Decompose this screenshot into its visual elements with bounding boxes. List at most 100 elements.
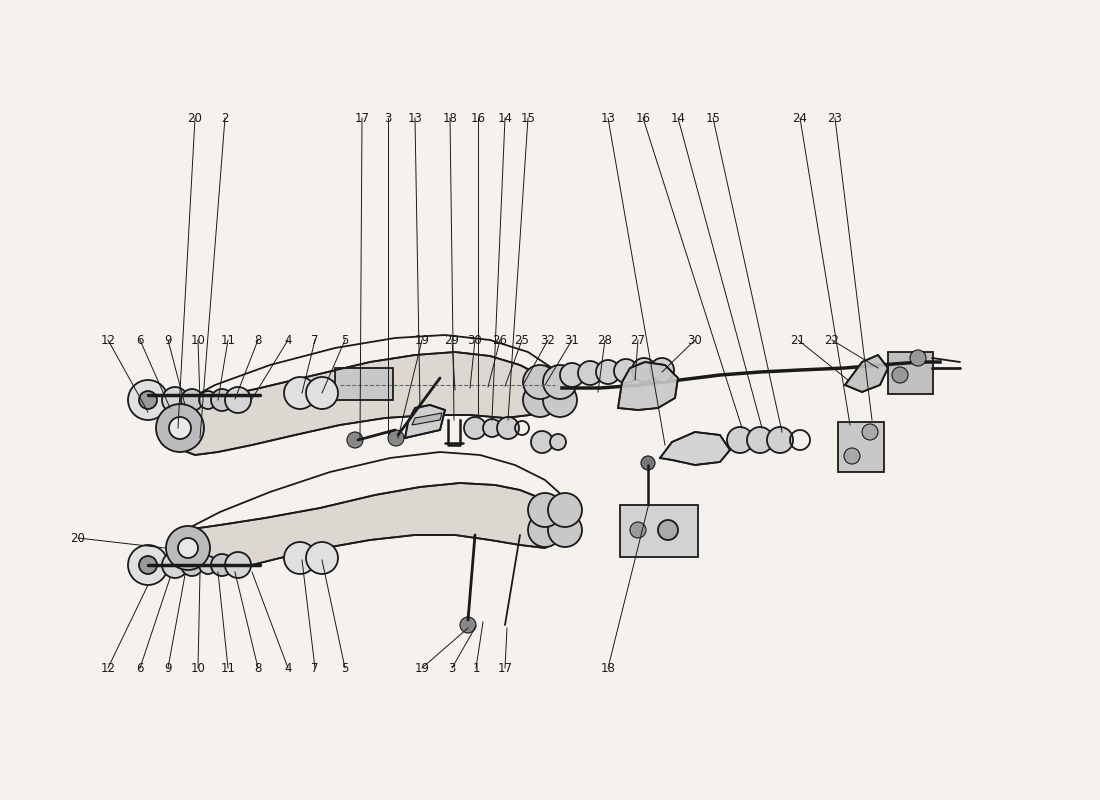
Text: 28: 28 (597, 334, 613, 346)
Text: 22: 22 (825, 334, 839, 346)
Text: 19: 19 (415, 334, 429, 346)
Circle shape (747, 427, 773, 453)
Text: 21: 21 (791, 334, 805, 346)
Circle shape (128, 545, 168, 585)
Circle shape (614, 359, 638, 383)
Text: 3: 3 (384, 111, 392, 125)
Text: 26: 26 (493, 334, 507, 346)
Text: 18: 18 (442, 111, 458, 125)
Circle shape (284, 542, 316, 574)
Circle shape (650, 358, 674, 382)
Circle shape (128, 380, 168, 420)
Circle shape (199, 556, 217, 574)
Text: 23: 23 (827, 111, 843, 125)
Text: 14: 14 (671, 111, 685, 125)
Text: 2: 2 (221, 111, 229, 125)
Circle shape (178, 538, 198, 558)
Circle shape (460, 617, 476, 633)
Text: 10: 10 (190, 662, 206, 674)
Text: 8: 8 (254, 662, 262, 674)
Text: 16: 16 (636, 111, 650, 125)
Circle shape (139, 391, 157, 409)
Polygon shape (618, 362, 678, 410)
Circle shape (560, 363, 584, 387)
Text: 6: 6 (136, 662, 144, 674)
Circle shape (306, 542, 338, 574)
Text: 7: 7 (311, 662, 319, 674)
Text: 30: 30 (468, 334, 483, 346)
Circle shape (226, 552, 251, 578)
Circle shape (531, 431, 553, 453)
Text: 15: 15 (705, 111, 720, 125)
Text: 19: 19 (415, 662, 429, 674)
Circle shape (226, 387, 251, 413)
Text: 17: 17 (354, 111, 370, 125)
Circle shape (844, 448, 860, 464)
Circle shape (578, 361, 602, 385)
Polygon shape (412, 413, 442, 425)
Circle shape (892, 367, 907, 383)
Circle shape (862, 424, 878, 440)
Text: 7: 7 (311, 334, 319, 346)
Text: 12: 12 (100, 662, 116, 674)
Circle shape (548, 513, 582, 547)
Circle shape (548, 493, 582, 527)
Text: 5: 5 (341, 334, 349, 346)
Text: 20: 20 (70, 531, 86, 545)
Text: 4: 4 (284, 334, 292, 346)
FancyBboxPatch shape (336, 368, 393, 400)
Text: 9: 9 (164, 334, 172, 346)
Circle shape (497, 417, 519, 439)
FancyBboxPatch shape (620, 505, 698, 557)
Text: 6: 6 (136, 334, 144, 346)
Polygon shape (183, 483, 575, 572)
Circle shape (166, 526, 210, 570)
Text: 12: 12 (100, 334, 116, 346)
Circle shape (630, 522, 646, 538)
Text: 31: 31 (564, 334, 580, 346)
Circle shape (464, 417, 486, 439)
Text: 13: 13 (601, 111, 615, 125)
Circle shape (162, 387, 188, 413)
Circle shape (550, 434, 566, 450)
Text: 17: 17 (497, 662, 513, 674)
Circle shape (522, 383, 557, 417)
Circle shape (162, 552, 188, 578)
Text: 5: 5 (341, 662, 349, 674)
FancyBboxPatch shape (838, 422, 884, 472)
Text: 9: 9 (164, 662, 172, 674)
Text: 29: 29 (444, 334, 460, 346)
Circle shape (483, 419, 500, 437)
Text: 8: 8 (254, 334, 262, 346)
Text: 25: 25 (515, 334, 529, 346)
Circle shape (306, 377, 338, 409)
Circle shape (139, 556, 157, 574)
Text: 15: 15 (520, 111, 536, 125)
Text: 18: 18 (601, 662, 615, 674)
Circle shape (182, 389, 204, 411)
Circle shape (211, 554, 233, 576)
Polygon shape (845, 355, 888, 392)
Polygon shape (660, 432, 730, 465)
Circle shape (727, 427, 754, 453)
Text: 20: 20 (188, 111, 202, 125)
Circle shape (641, 456, 654, 470)
Text: 24: 24 (792, 111, 807, 125)
Text: 32: 32 (540, 334, 556, 346)
Circle shape (528, 513, 562, 547)
Polygon shape (178, 352, 558, 455)
Circle shape (528, 493, 562, 527)
Circle shape (182, 554, 204, 576)
Text: 13: 13 (408, 111, 422, 125)
Circle shape (658, 520, 678, 540)
Text: 10: 10 (190, 334, 206, 346)
Text: 27: 27 (630, 334, 646, 346)
Circle shape (388, 430, 404, 446)
Circle shape (199, 391, 217, 409)
Circle shape (767, 427, 793, 453)
Circle shape (211, 389, 233, 411)
Text: 3: 3 (449, 662, 455, 674)
Circle shape (632, 358, 656, 382)
Circle shape (522, 365, 557, 399)
FancyBboxPatch shape (888, 352, 933, 394)
